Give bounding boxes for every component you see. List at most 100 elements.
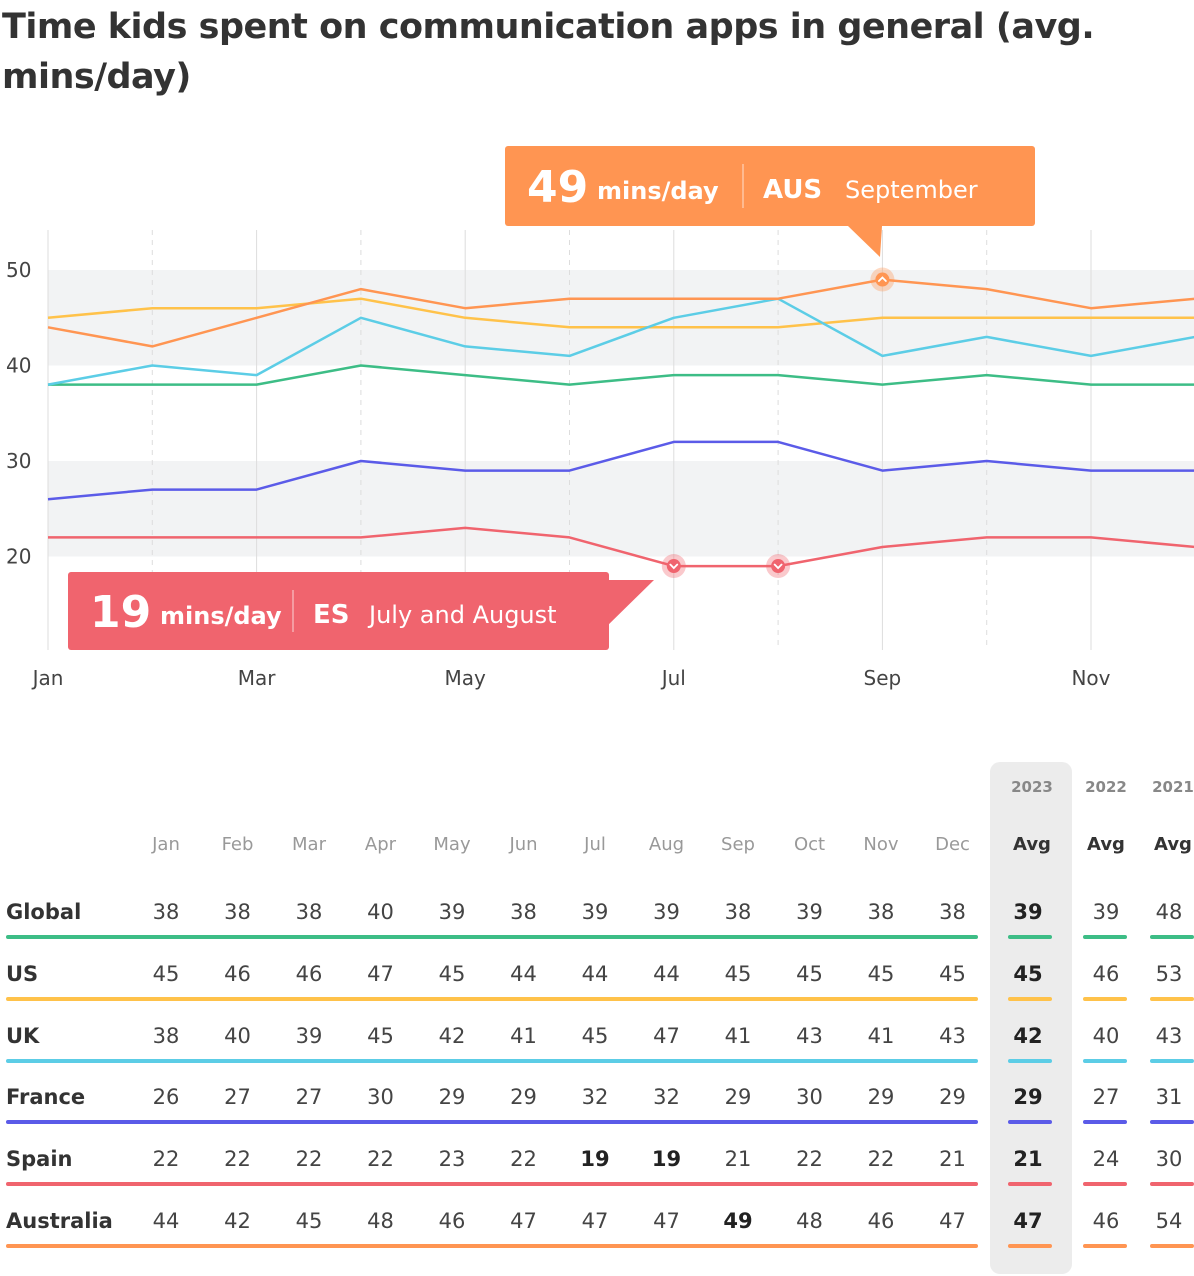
table-cell: 29	[867, 1085, 895, 1110]
table-cell: 47	[510, 1209, 537, 1233]
avg-2023-underline	[1008, 1058, 1052, 1063]
year-header-2022: 2022	[1085, 778, 1127, 796]
column-header-sep: Sep	[721, 834, 755, 855]
callout-box-es	[68, 572, 609, 650]
page-title: Time kids spent on communication apps in…	[2, 7, 1095, 97]
x-tick-label: May	[445, 666, 487, 690]
row-label-australia: Australia	[6, 1209, 113, 1233]
table-cell: 22	[510, 1147, 537, 1172]
avg-2022-cell: 46	[1092, 961, 1120, 986]
callout-unit: mins/day	[160, 602, 282, 630]
y-tick-label: 50	[6, 258, 31, 282]
table-cell: 29	[510, 1085, 537, 1110]
row-underline-australia	[6, 1244, 978, 1248]
table-cell: 39	[581, 900, 609, 924]
row-label-uk: UK	[6, 1023, 40, 1048]
table-cell: 22	[367, 1147, 394, 1172]
avg-2022-underline	[1083, 996, 1127, 1001]
table-cell: 41	[510, 1023, 537, 1048]
table-cell: 38	[152, 900, 180, 924]
table-cell: 45	[438, 961, 466, 986]
series-line-france	[47, 440, 1194, 501]
table-cell: 45	[867, 961, 895, 986]
table-cell: 45	[724, 961, 752, 986]
column-header-oct: Oct	[793, 834, 826, 855]
avg-2022-cell: 39	[1092, 900, 1120, 924]
x-tick-label: Sep	[864, 666, 902, 690]
callout-pointer	[848, 226, 882, 257]
table-cell: 48	[796, 1209, 823, 1233]
series-line-uk	[47, 297, 1194, 386]
table-cell: 45	[295, 1209, 323, 1233]
chevron-up-icon	[878, 276, 887, 282]
column-header-apr: Apr	[364, 834, 397, 855]
table-cell: 47	[581, 1209, 609, 1233]
table-cell: 39	[438, 900, 466, 924]
avg-2022-cell: 40	[1092, 1023, 1120, 1048]
table-cell: 45	[152, 961, 180, 986]
avg-2022-cell: 46	[1092, 1209, 1120, 1233]
callout-value: 19	[90, 587, 151, 638]
avg-2021-underline	[1150, 1182, 1194, 1187]
avg-2021-cell: 53	[1155, 961, 1183, 986]
row-underline-uk	[6, 1058, 978, 1063]
table-cell: 41	[867, 1023, 895, 1048]
table-cell: 38	[939, 900, 966, 924]
table-cell: 39	[653, 900, 680, 924]
y-tick-label: 30	[6, 449, 31, 473]
avg-2021-underline	[1150, 1120, 1194, 1125]
column-header-aug: Aug	[648, 834, 685, 855]
row-underline-spain	[6, 1182, 978, 1187]
grid-band-20-30	[48, 461, 1194, 557]
table-cell: 47	[653, 1209, 680, 1233]
table-cell: 45	[939, 961, 966, 986]
table-cell: 22	[295, 1147, 323, 1172]
series-line-us	[47, 297, 1194, 329]
table-cell: 26	[152, 1085, 180, 1110]
table-cell: 41	[724, 1023, 752, 1048]
callout-period: July and August	[367, 601, 557, 629]
column-header-jun: Jun	[509, 834, 538, 855]
avg-2023-underline	[1008, 935, 1052, 939]
table-cell: 30	[367, 1085, 394, 1110]
table-cell: 46	[224, 961, 251, 986]
avg-2023-cell: 21	[1013, 1147, 1043, 1172]
table-cell: 23	[438, 1147, 466, 1172]
table-cell: 44	[653, 961, 680, 986]
x-tick-label: Jan	[31, 666, 64, 690]
table-cell: 38	[224, 900, 251, 924]
table-cell: 47	[939, 1209, 966, 1233]
row-underline-france	[6, 1120, 978, 1125]
avg-2023-cell: 29	[1013, 1085, 1043, 1110]
avg-2021-cell: 54	[1155, 1209, 1183, 1233]
column-header-avg: Avg	[1013, 834, 1051, 855]
avg-2021-cell: 30	[1155, 1147, 1183, 1172]
avg-2023-cell: 39	[1013, 900, 1043, 924]
table-cell: 48	[367, 1209, 394, 1233]
marker-dot	[666, 559, 681, 574]
table-cell: 40	[224, 1023, 251, 1048]
avg-2021-cell: 48	[1155, 900, 1183, 924]
table-cell: 22	[224, 1147, 251, 1172]
callout-pointer	[603, 580, 654, 630]
table-cell: 38	[867, 900, 895, 924]
table-cell: 45	[581, 1023, 609, 1048]
chevron-down-icon	[773, 563, 783, 570]
table-cell: 42	[438, 1023, 466, 1048]
table-cell: 22	[152, 1147, 180, 1172]
row-underline-global	[6, 935, 978, 939]
row-label-us: US	[6, 961, 39, 986]
table-cell: 19	[651, 1147, 682, 1172]
avg-2022-underline	[1083, 1244, 1127, 1248]
table-cell: 46	[438, 1209, 466, 1233]
table-cell: 42	[224, 1209, 251, 1233]
x-tick-label: Jul	[660, 666, 686, 690]
table-cell: 46	[295, 961, 323, 986]
avg-2021-cell: 43	[1155, 1023, 1183, 1048]
table-cell: 39	[796, 900, 823, 924]
avg-2022-underline	[1083, 1120, 1127, 1125]
line-chart: 20 30 40 50 Jan Mar May Jul Sep Nov 49 mins/day AUS S…	[6, 146, 1194, 690]
avg-2023-highlight	[990, 762, 1072, 1274]
chevron-down-icon	[669, 563, 679, 570]
table-cell: 43	[796, 1023, 823, 1048]
